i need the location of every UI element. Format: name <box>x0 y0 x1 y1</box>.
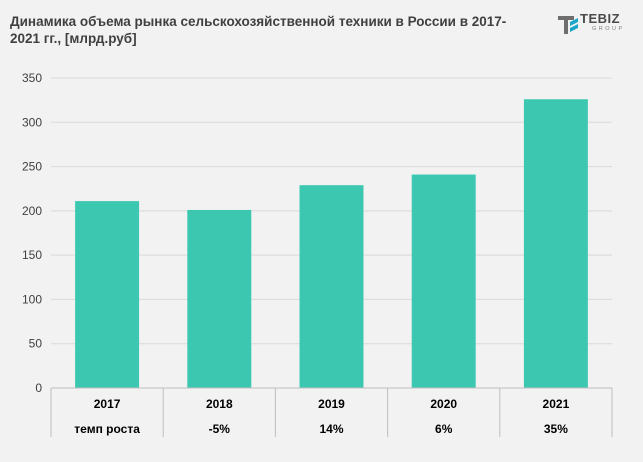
x-tick-label: 2020 <box>430 397 457 411</box>
y-tick-label: 150 <box>22 248 42 262</box>
growth-value: -5% <box>209 422 231 436</box>
y-tick-label: 50 <box>29 337 43 351</box>
y-tick-label: 100 <box>22 292 42 306</box>
x-tick-label: 2018 <box>206 397 233 411</box>
logo-name: TEBIZ <box>580 11 621 26</box>
bars <box>75 99 588 388</box>
y-tick-label: 300 <box>22 115 42 129</box>
bar-2019 <box>299 185 364 388</box>
y-axis-ticks: 0 50 100 150 200 250 300 350 <box>22 71 42 395</box>
y-tick-label: 0 <box>35 381 42 395</box>
x-tick-label: 2019 <box>318 397 345 411</box>
tebiz-logo-icon <box>558 16 578 34</box>
logo-sub: GROUP <box>592 26 625 32</box>
growth-value: 6% <box>435 422 453 436</box>
growth-row-label: темп роста <box>74 422 140 436</box>
growth-value: 14% <box>319 422 343 436</box>
x-tick-label: 2021 <box>543 397 570 411</box>
bar-2018 <box>187 209 252 388</box>
x-tick-label: 2017 <box>94 397 121 411</box>
y-tick-label: 250 <box>22 160 42 174</box>
category-table: 2017 2018 2019 2020 2021 темп роста -5% 14% 6% 35… <box>50 387 613 437</box>
y-tick-label: 200 <box>22 204 42 218</box>
bar-2021 <box>523 99 588 388</box>
bar-2020 <box>411 174 476 388</box>
chart-title: Динамика объема рынка сельскохозяйственн… <box>10 14 507 46</box>
y-tick-label: 350 <box>22 71 42 85</box>
bar-2017 <box>75 201 140 388</box>
tebiz-logo: TEBIZ GROUP <box>556 10 626 40</box>
growth-value: 35% <box>544 422 568 436</box>
